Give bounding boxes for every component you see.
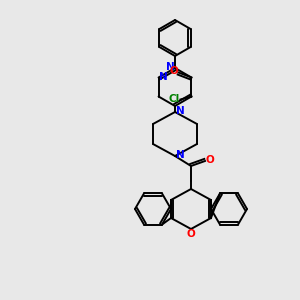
Text: O: O (169, 67, 178, 76)
Text: O: O (187, 229, 195, 239)
Text: Cl: Cl (169, 94, 180, 104)
Text: N: N (166, 62, 174, 72)
Text: N: N (176, 150, 184, 160)
Text: O: O (206, 155, 214, 165)
Text: N: N (176, 106, 184, 116)
Text: N: N (159, 71, 168, 82)
